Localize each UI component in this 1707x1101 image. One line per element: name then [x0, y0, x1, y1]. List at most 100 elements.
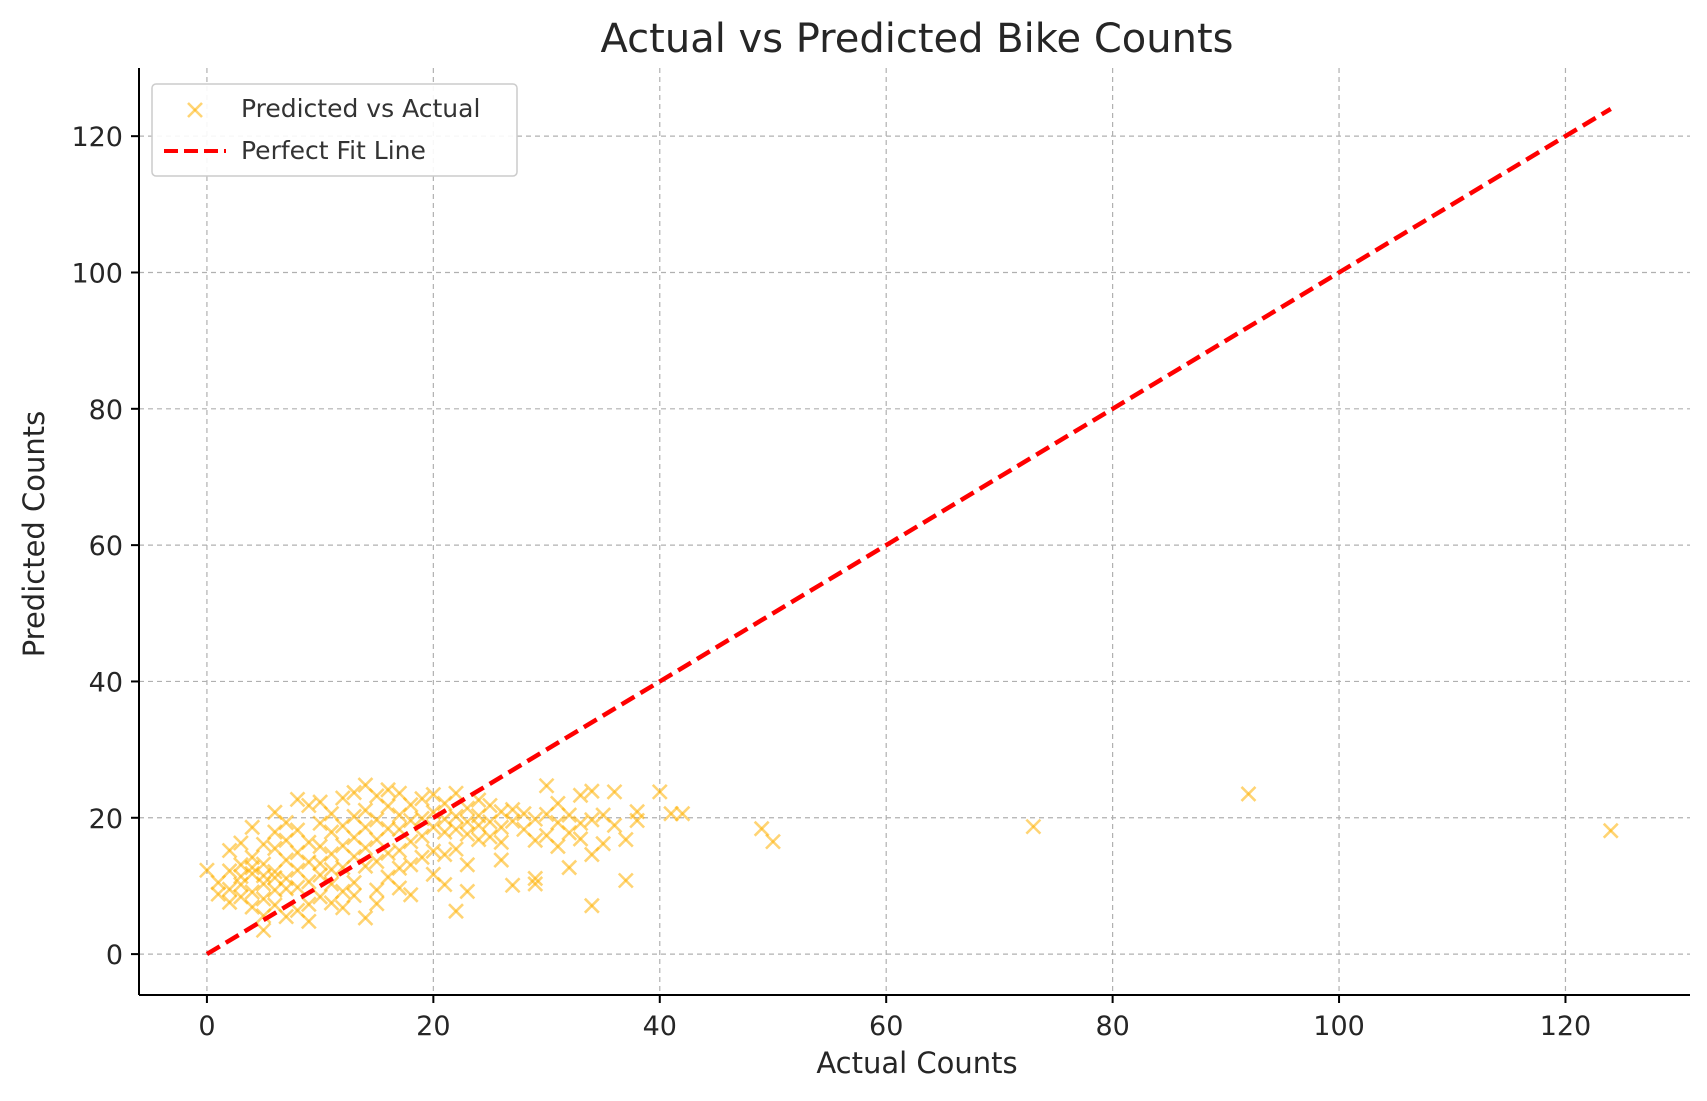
scatter-point-stroke: [470, 792, 487, 808]
x-tick-label: 40: [643, 1011, 677, 1042]
scatter-point: [516, 805, 532, 822]
scatter-point: [346, 887, 363, 904]
scatter-point: [244, 859, 261, 876]
scatter-point-stroke: [300, 834, 317, 851]
scatter-point-stroke: [617, 872, 634, 889]
scatter-point: [448, 785, 464, 802]
chart-title: Actual vs Predicted Bike Counts: [601, 16, 1234, 62]
scatter-point-stroke: [289, 862, 306, 879]
scatter-point-stroke: [334, 790, 351, 806]
scatter-point-stroke: [549, 838, 566, 855]
scatter-point-stroke: [459, 826, 476, 843]
scatter-point-stroke: [504, 801, 521, 818]
scatter-point-stroke: [255, 922, 272, 939]
scatter-point-stroke: [312, 867, 329, 883]
scatter-point-stroke: [323, 875, 340, 892]
scatter-point-stroke: [1602, 822, 1619, 839]
scatter-point-stroke: [278, 870, 295, 887]
scatter-point: [300, 834, 317, 851]
scatter-point-stroke: [459, 883, 476, 900]
legend: Predicted vs Actual Perfect Fit Line: [151, 83, 518, 177]
scatter-point: [538, 777, 555, 794]
scatter-point: [493, 819, 510, 836]
legend-label-scatter: Predicted vs Actual: [241, 94, 480, 123]
scatter-point-stroke: [414, 810, 430, 827]
scatter-point-stroke: [232, 888, 249, 905]
scatter-point-stroke: [493, 834, 510, 851]
perfect-fit-series: [205, 106, 1612, 957]
scatter-point-stroke: [289, 822, 306, 838]
scatter-point: [323, 805, 340, 822]
scatter-point-stroke: [572, 830, 589, 847]
scatter-point-stroke: [493, 819, 510, 836]
scatter-point-stroke: [300, 913, 317, 930]
scatter-point-stroke: [504, 877, 521, 894]
scatter-series: [199, 777, 1619, 939]
legend-box: [151, 83, 518, 177]
scatter-point-stroke: [663, 805, 680, 822]
scatter-point-stroke: [459, 813, 476, 830]
scatter-point: [583, 783, 600, 800]
scatter-point-stroke: [538, 777, 555, 794]
scatter-point-stroke: [312, 888, 329, 905]
scatter-point: [527, 832, 544, 849]
scatter-point: [255, 836, 272, 853]
scatter-point-stroke: [572, 787, 589, 804]
scatter-point: [289, 791, 306, 808]
scatter-point: [493, 852, 510, 868]
scatter-point-stroke: [266, 897, 283, 913]
scatter-point-stroke: [402, 833, 419, 850]
scatter-point: [561, 859, 578, 876]
scatter-point-stroke: [527, 875, 544, 892]
scatter-point: [380, 798, 396, 815]
scatter-point: [459, 856, 476, 873]
scatter-point-stroke: [1240, 786, 1257, 802]
scatter-point-stroke: [357, 777, 374, 793]
scatter-point-stroke: [380, 781, 396, 798]
scatter-point: [414, 849, 430, 866]
scatter-point-stroke: [425, 843, 442, 860]
scatter-point-stroke: [391, 785, 408, 802]
scatter-point: [572, 830, 589, 847]
scatter-point: [210, 886, 227, 903]
scatter-point-stroke: [199, 862, 215, 879]
scatter-point: [391, 880, 408, 896]
scatter-point: [663, 805, 680, 822]
scatter-point: [504, 813, 521, 830]
scatter-point: [617, 831, 634, 848]
scatter-point-stroke: [289, 791, 306, 808]
scatter-point-stroke: [459, 856, 476, 873]
scatter-point: [1602, 822, 1619, 839]
y-tick-label: 120: [71, 122, 123, 153]
scatter-point: [765, 833, 781, 850]
scatter-point: [425, 819, 442, 836]
scatter-point: [289, 879, 306, 896]
scatter-point-stroke: [300, 797, 317, 814]
scatter-point-stroke: [346, 887, 363, 904]
legend-label-fit-line: Perfect Fit Line: [241, 136, 426, 165]
scatter-point-stroke: [244, 859, 261, 876]
scatter-point: [391, 842, 408, 859]
scatter-point: [402, 796, 419, 813]
scatter-point: [244, 899, 261, 915]
y-tick-label: 60: [89, 531, 123, 562]
scatter-point: [414, 828, 430, 845]
legend-scatter-x: [187, 102, 203, 118]
scatter-point: [459, 813, 476, 830]
scatter-point: [368, 895, 385, 912]
scatter-point: [346, 874, 363, 891]
scatter-point-stroke: [357, 802, 374, 819]
scatter-point-stroke: [448, 785, 464, 802]
scatter-point: [572, 787, 589, 804]
scatter-point-stroke: [504, 813, 521, 830]
scatter-point-stroke: [380, 869, 396, 885]
scatter-point: [221, 863, 238, 879]
scatter-point: [368, 811, 385, 828]
scatter-point-stroke: [210, 886, 227, 903]
scatter-point-stroke: [278, 814, 295, 831]
scatter-point-stroke: [448, 808, 464, 825]
x-tick-label: 0: [198, 1011, 215, 1042]
scatter-point-stroke: [583, 783, 600, 800]
legend-marker-scatter: [187, 102, 203, 118]
scatter-point: [753, 820, 770, 837]
